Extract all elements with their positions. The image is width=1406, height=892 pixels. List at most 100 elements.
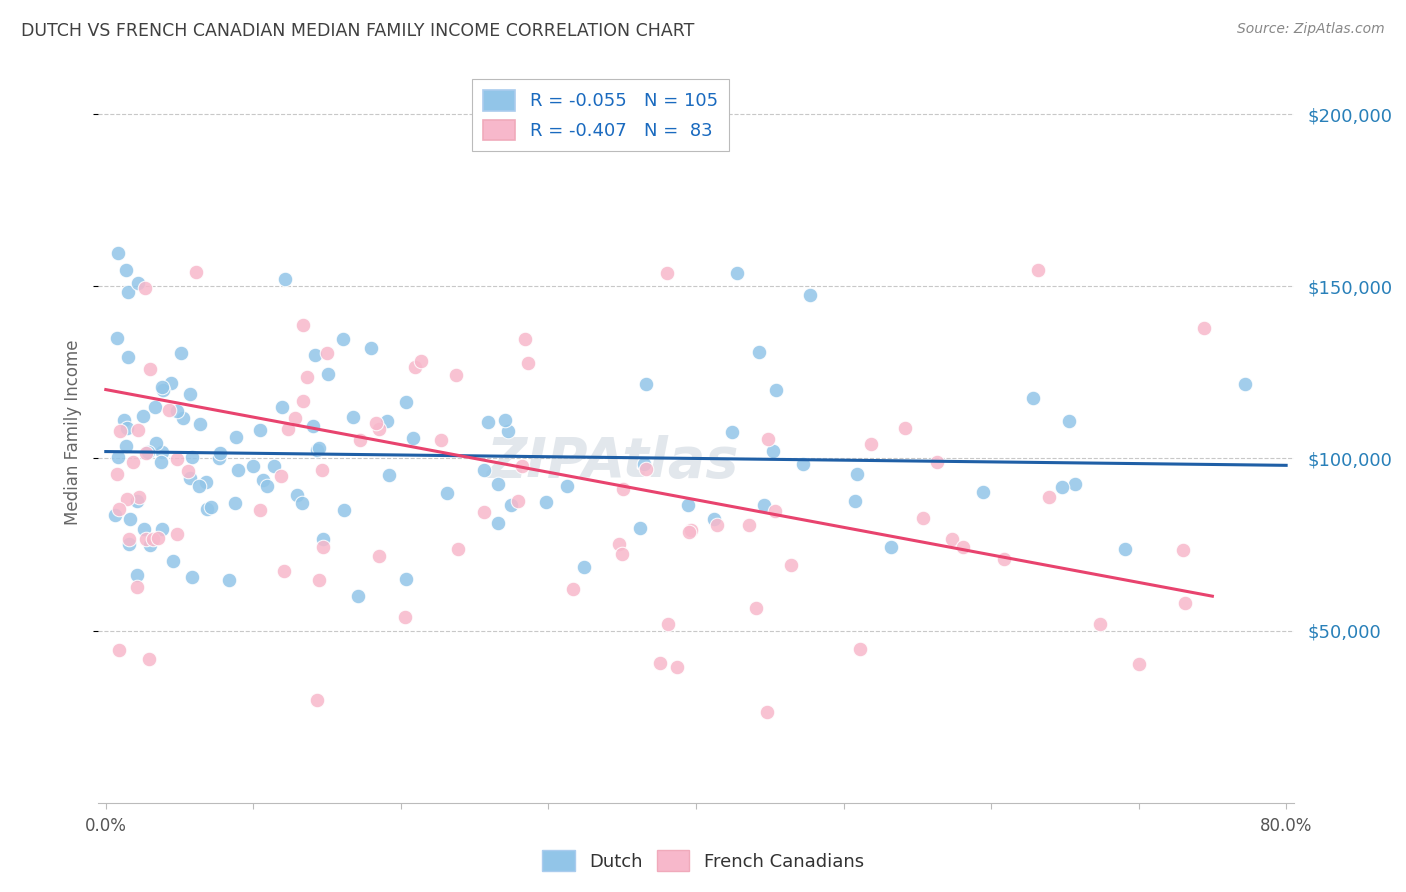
Point <box>256 479 278 493</box>
Point <box>224 496 246 510</box>
Point <box>302 419 325 434</box>
Point <box>347 589 370 603</box>
Point <box>993 551 1015 566</box>
Point <box>436 485 458 500</box>
Point <box>292 394 315 409</box>
Point <box>105 331 128 345</box>
Point <box>555 479 578 493</box>
Point <box>952 541 974 555</box>
Point <box>114 413 136 427</box>
Point <box>1234 377 1257 392</box>
Point <box>150 380 173 394</box>
Point <box>159 376 181 391</box>
Point <box>763 504 786 518</box>
Point <box>792 457 814 471</box>
Point <box>1192 321 1215 335</box>
Point <box>132 409 155 423</box>
Point <box>187 479 209 493</box>
Point <box>678 524 700 539</box>
Point <box>315 345 337 359</box>
Point <box>472 505 495 519</box>
Point <box>273 564 295 578</box>
Point <box>513 332 536 346</box>
Point <box>297 370 319 384</box>
Point <box>271 400 294 414</box>
Point <box>172 410 194 425</box>
Point <box>368 549 391 563</box>
Point <box>263 458 285 473</box>
Point <box>561 582 583 597</box>
Point <box>125 568 148 582</box>
Point <box>274 271 297 285</box>
Point <box>117 350 139 364</box>
Point <box>311 463 333 477</box>
Point <box>332 503 354 517</box>
Point <box>115 421 138 435</box>
Point <box>226 463 249 477</box>
Point <box>305 692 328 706</box>
Point <box>1038 490 1060 504</box>
Point <box>225 430 247 444</box>
Point <box>486 477 509 491</box>
Point <box>166 404 188 418</box>
Point <box>179 387 201 401</box>
Point <box>657 616 679 631</box>
Text: Source: ZipAtlas.com: Source: ZipAtlas.com <box>1237 22 1385 37</box>
Point <box>780 558 803 572</box>
Point <box>143 401 166 415</box>
Point <box>411 353 433 368</box>
Point <box>332 333 354 347</box>
Point <box>136 445 159 459</box>
Point <box>880 540 903 554</box>
Point <box>125 493 148 508</box>
Point <box>107 643 129 657</box>
Point <box>252 473 274 487</box>
Point <box>118 537 141 551</box>
Point <box>107 246 129 260</box>
Point <box>756 432 779 446</box>
Point <box>402 431 425 445</box>
Point <box>145 435 167 450</box>
Point <box>107 450 129 464</box>
Point <box>607 537 630 551</box>
Point <box>150 522 173 536</box>
Point <box>517 355 540 369</box>
Point <box>366 417 388 431</box>
Point <box>634 462 657 476</box>
Point <box>972 485 994 500</box>
Point <box>676 498 699 512</box>
Point <box>305 443 328 458</box>
Point <box>139 538 162 552</box>
Point <box>648 656 671 670</box>
Point <box>180 569 202 583</box>
Point <box>179 470 201 484</box>
Point <box>1050 480 1073 494</box>
Point <box>655 266 678 280</box>
Point <box>762 444 785 458</box>
Point <box>941 532 963 546</box>
Point <box>395 395 418 409</box>
Point <box>285 488 308 502</box>
Point <box>628 521 651 535</box>
Point <box>633 458 655 472</box>
Point <box>1171 543 1194 558</box>
Point <box>249 502 271 516</box>
Point <box>138 652 160 666</box>
Point <box>494 413 516 427</box>
Point <box>1128 657 1150 671</box>
Point <box>312 540 335 554</box>
Point <box>612 483 634 497</box>
Point <box>120 512 142 526</box>
Point <box>721 425 744 439</box>
Point <box>108 501 131 516</box>
Point <box>444 368 467 382</box>
Point <box>114 263 136 277</box>
Point <box>170 345 193 359</box>
Point <box>349 433 371 447</box>
Point <box>166 526 188 541</box>
Point <box>312 532 335 546</box>
Point <box>180 450 202 464</box>
Point <box>277 421 299 435</box>
Point <box>844 494 866 508</box>
Point <box>135 446 157 460</box>
